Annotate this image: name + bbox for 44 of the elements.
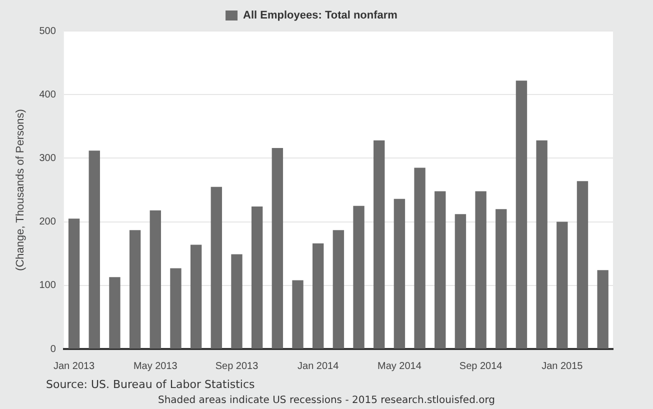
bar	[556, 222, 568, 348]
y-tick-label: 500	[39, 26, 56, 37]
bar	[88, 150, 100, 348]
bar	[353, 206, 364, 348]
bar	[536, 140, 548, 348]
y-tick-label: 0	[50, 344, 56, 355]
bar	[434, 191, 446, 348]
bar	[170, 268, 182, 348]
bar	[475, 191, 486, 348]
bar	[109, 277, 120, 348]
bar	[292, 280, 304, 348]
x-tick-label: May 2013	[133, 360, 178, 372]
bar	[394, 198, 406, 348]
x-tick-label: Sep 2014	[459, 360, 503, 372]
bar	[597, 270, 608, 348]
bar	[516, 80, 528, 348]
bar	[129, 230, 141, 348]
x-tick-label: Sep 2013	[215, 360, 259, 372]
y-tick-label: 400	[39, 89, 56, 100]
x-tick-label: Jan 2014	[298, 360, 340, 372]
bar	[414, 168, 426, 348]
x-tick-label: May 2014	[377, 360, 422, 372]
bar	[374, 140, 385, 348]
legend-label: All Employees: Total nonfarm	[243, 10, 398, 22]
bar	[68, 218, 80, 348]
x-tick-label: Jan 2015	[542, 360, 584, 372]
y-tick-label: 100	[39, 280, 56, 292]
text: Shaded areas indicate US recessions - 2015 research.stlouisfed.org	[156, 395, 496, 406]
bar	[272, 148, 284, 348]
y-tick-label: 200	[39, 216, 56, 228]
bar	[576, 181, 588, 348]
y-tick-label: 300	[39, 152, 56, 164]
source-note: Source: US. Bureau of Labor Statistics	[46, 378, 255, 391]
bar	[150, 210, 161, 348]
bar	[454, 214, 466, 348]
bar	[190, 244, 202, 348]
bar	[496, 209, 507, 348]
bar	[231, 254, 242, 348]
bar	[332, 230, 344, 348]
x-tick-label: Jan 2013	[53, 360, 96, 372]
bar	[312, 243, 324, 348]
y-axis-title: (Change, Thousands of Persons)	[14, 109, 27, 271]
bar	[210, 186, 222, 348]
bar	[252, 206, 263, 348]
